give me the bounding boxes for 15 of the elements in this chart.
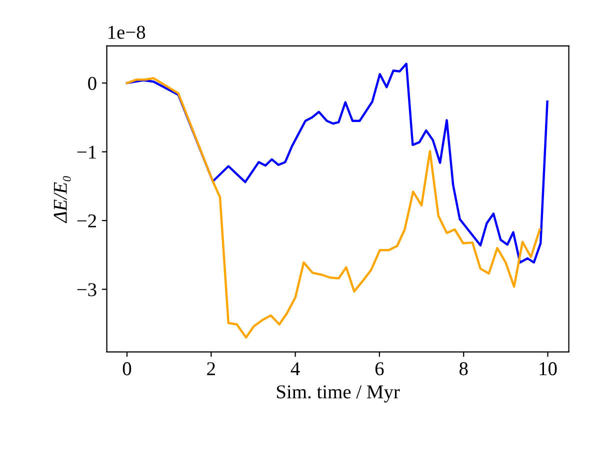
x-axis-title: Sim. time / Myr: [276, 385, 400, 402]
x-tick-label: 6: [375, 362, 384, 376]
y-axis-title: ΔE/E₀: [54, 176, 71, 224]
y-tick-label: −3: [77, 283, 96, 296]
line-series: [126, 77, 541, 339]
x-tick-label: 8: [459, 362, 468, 376]
x-tick-label: 2: [207, 362, 215, 376]
x-tick-label: 10: [540, 362, 557, 376]
line-series: [126, 62, 548, 264]
y-tick-label: −1: [77, 146, 96, 159]
y-tick-label: −2: [77, 214, 96, 228]
y-tick-label: 0: [88, 76, 96, 90]
text: 1e−8: [108, 26, 146, 39]
x-tick-label: 0: [122, 362, 132, 376]
x-tick-label: 4: [290, 362, 300, 376]
